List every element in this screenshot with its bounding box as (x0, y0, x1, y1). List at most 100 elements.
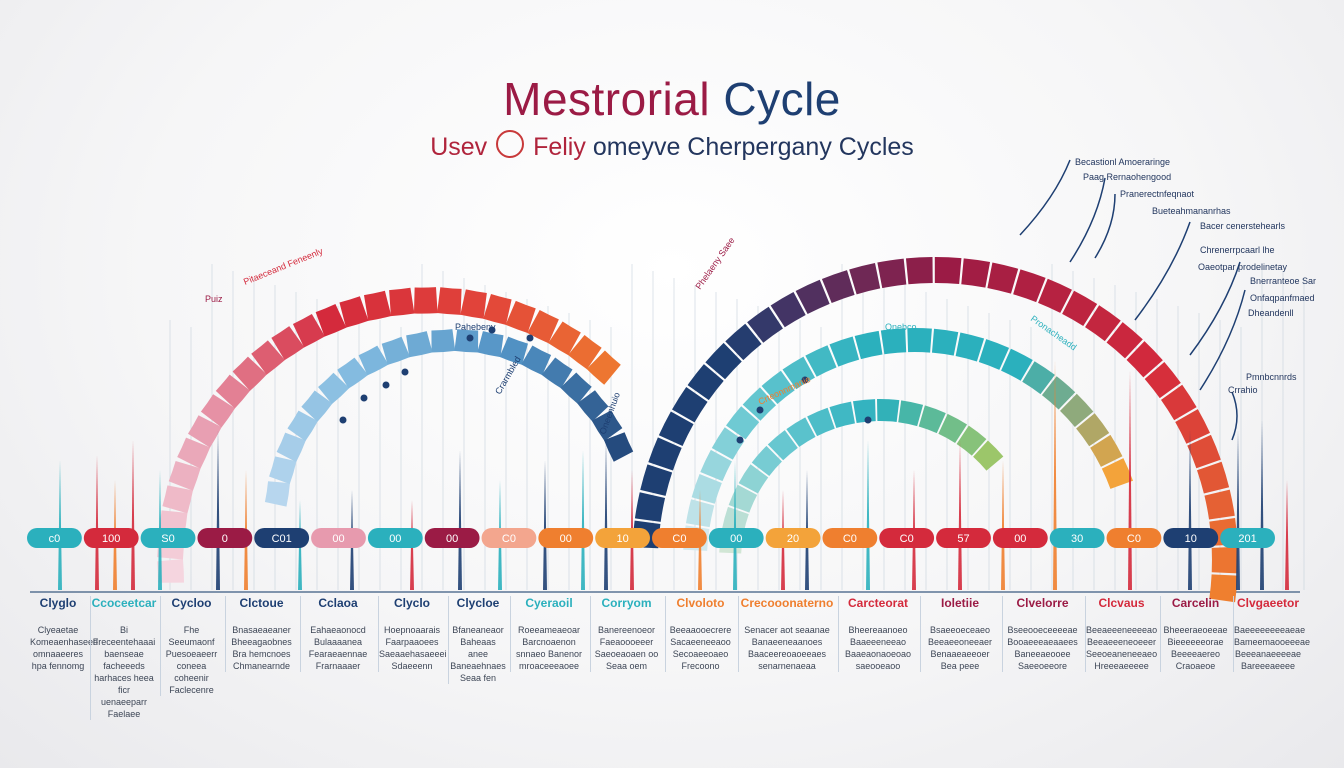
timeline-label: 30 (1071, 533, 1083, 545)
right-green-arc (852, 399, 876, 423)
right-outer-arc (770, 292, 806, 328)
right-teal-arc (1059, 393, 1094, 428)
phase-column-body: Bseeooeceeeeae Booaeeeaeaaees Baneeaeooe… (1007, 625, 1078, 671)
right-teal-arc (978, 339, 1010, 370)
right-teal-arc (711, 427, 745, 460)
timeline-bar: c0 100 S0 0 C01 00 00 00 C0 00 10 C0 00 20 C0 C0 57 00 30 C… (27, 528, 1275, 548)
timeline-label: C0 (900, 533, 914, 545)
timeline-pill (197, 528, 253, 548)
right-green-arc (877, 398, 900, 423)
left-outer-arc (177, 437, 211, 469)
phase-column-heading: Carcelin (1171, 596, 1220, 610)
right-teal-arc (931, 328, 959, 356)
phase-column-body: Bheeeraeoeeae Bieeeeeeorae Beeeeaereo Cr… (1163, 625, 1228, 671)
left-outer-arc (162, 485, 193, 514)
phase-column-heading: Ccoceetcar (91, 596, 157, 610)
spike (1001, 460, 1005, 590)
left-inner-arc (337, 357, 369, 389)
right-outer-arc (725, 323, 762, 361)
left-inner-arc (276, 432, 306, 463)
phase-column: Clctoue Bnasaeaeaner Bheeagaobnes Bra hem… (225, 596, 297, 672)
left-outer-arc (292, 313, 325, 348)
timeline-label: C0 (843, 533, 857, 545)
right-teal-arc (1090, 434, 1123, 468)
phase-column-body: Senacer aot seaanae Banaeeneaanoes Baace… (744, 625, 830, 671)
right-green-arc (829, 401, 856, 429)
right-green-arc (898, 400, 924, 427)
callout-text: Paag Rernaohengood (1083, 172, 1172, 182)
right-green-arc (956, 425, 987, 456)
spike (216, 430, 220, 590)
phase-column-heading: Clyclo (393, 596, 430, 610)
callout-leader (1069, 177, 1106, 263)
timeline-pill (140, 528, 196, 548)
right-outer-arc (987, 262, 1019, 294)
right-outer-arc (849, 262, 881, 295)
callout-leader (1094, 193, 1116, 259)
timeline-pill (538, 528, 594, 548)
callout-text: Crrahio (1228, 385, 1258, 395)
right-green-arc (807, 407, 835, 437)
spike (733, 460, 737, 590)
phase-column-heading: Ioletiie (940, 596, 979, 610)
right-outer-arc (1126, 341, 1163, 378)
left-outer-arc (157, 559, 184, 583)
spike (1236, 430, 1240, 590)
timeline-label: 00 (1014, 533, 1026, 545)
timeline-pill (83, 528, 139, 548)
arc-label: Crarmbled (493, 355, 523, 396)
left-inner-arc (381, 336, 411, 365)
callout-text: Pmnbcnnrds (1246, 372, 1297, 382)
phase-column: Clyglo Clyeaetae Komeaenhaseed omnaaeeres… (30, 596, 98, 672)
timeline-pill (311, 528, 366, 548)
phase-column: Clyclo Hoepnoaarais Faarpaaoees Saeaaehas… (378, 596, 447, 672)
timeline-label: 00 (730, 533, 742, 545)
timeline-label: 100 (102, 533, 120, 545)
left-outer-arc (483, 293, 512, 325)
timeline-pill (1106, 528, 1162, 548)
right-outer-arc (1144, 362, 1181, 399)
right-outer-arc (1084, 305, 1121, 342)
callout-text: Dheandenll (1248, 308, 1294, 318)
timeline-pill (822, 528, 878, 548)
phase-column: Ccoceetcar Bi Freceentehaaai baenseae fac… (90, 596, 157, 720)
subtitle-part-1: Usev (430, 133, 488, 161)
right-teal-arc (691, 474, 722, 504)
timeline-label: 00 (332, 533, 344, 545)
timeline-pill (367, 528, 423, 548)
left-outer-arc (232, 356, 267, 391)
left-outer-arc (271, 326, 305, 361)
right-green-arc (728, 484, 758, 513)
spike (95, 455, 99, 590)
timeline-label: 20 (787, 533, 799, 545)
phase-column-heading: Corryom (601, 596, 652, 610)
right-outer-arc (1037, 278, 1072, 313)
right-teal-arc (742, 387, 777, 421)
callout-leader (1134, 221, 1191, 321)
left-inner-arc (317, 372, 350, 405)
left-inner-arc (264, 481, 290, 507)
left-outer-arc (339, 296, 369, 328)
arc-dot (382, 381, 390, 389)
left-inner-arc (541, 357, 573, 389)
right-green-arc (738, 464, 769, 494)
arc-label: Pahebeny (455, 322, 496, 332)
timeline-label: 201 (1238, 533, 1256, 545)
spike (866, 440, 870, 590)
arc-dot (864, 416, 872, 424)
left-outer-arc (200, 394, 236, 428)
left-inner-arc (521, 345, 552, 376)
right-teal-arc (782, 356, 816, 390)
phase-column: Cyeraoil Roeeameaeoar Barcnoaenon snnaeo … (510, 596, 587, 672)
right-green-arc (972, 440, 1004, 471)
timeline-label: 00 (560, 533, 572, 545)
left-inner-arc (604, 432, 634, 462)
left-outer-arc (187, 415, 222, 448)
right-outer-arc (1013, 269, 1046, 303)
right-teal-arc (1000, 348, 1033, 381)
spike (958, 440, 962, 590)
phase-column: Cclaoa Eahaeaonocd Bulaaaanea Fearaeaenna… (300, 596, 375, 672)
right-outer-arc (672, 386, 708, 423)
timeline-pill (765, 528, 821, 548)
